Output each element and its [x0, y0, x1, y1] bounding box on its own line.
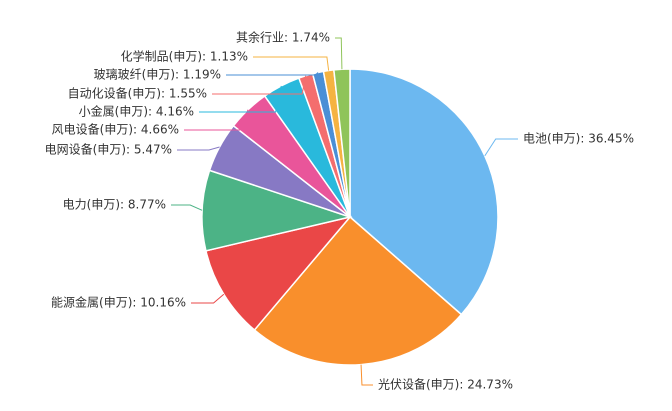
leader-line	[171, 204, 203, 211]
leader-line	[335, 37, 343, 70]
leader-line	[253, 56, 330, 71]
leader-line	[360, 364, 373, 386]
data-label: 电池(申万): 36.45%	[523, 132, 634, 146]
leader-line	[199, 85, 282, 113]
leader-line	[212, 75, 307, 95]
data-label: 电力(申万): 8.77%	[63, 198, 166, 212]
leader-line	[191, 293, 225, 304]
leader-line	[226, 72, 319, 76]
data-label: 风电设备(申万): 4.66%	[52, 123, 179, 137]
leader-line	[177, 146, 220, 151]
data-label: 小金属(申万): 4.16%	[79, 104, 194, 119]
pie-slice	[253, 215, 463, 366]
data-label: 玻璃玻纤(申万): 1.19%	[94, 68, 221, 82]
pie-slice	[201, 169, 353, 252]
data-label: 电网设备(申万): 5.47%	[45, 143, 172, 157]
data-label: 能源金属(申万): 10.16%	[51, 295, 186, 310]
data-label: 光伏设备(申万): 24.73%	[378, 378, 513, 392]
data-label: 其余行业: 1.74%	[236, 30, 330, 45]
data-label: 化学制品(申万): 1.13%	[121, 49, 248, 64]
data-label: 自动化设备(申万): 1.55%	[68, 87, 207, 101]
leader-line	[484, 138, 518, 157]
leader-line	[184, 109, 249, 131]
pie-slice	[205, 215, 353, 332]
